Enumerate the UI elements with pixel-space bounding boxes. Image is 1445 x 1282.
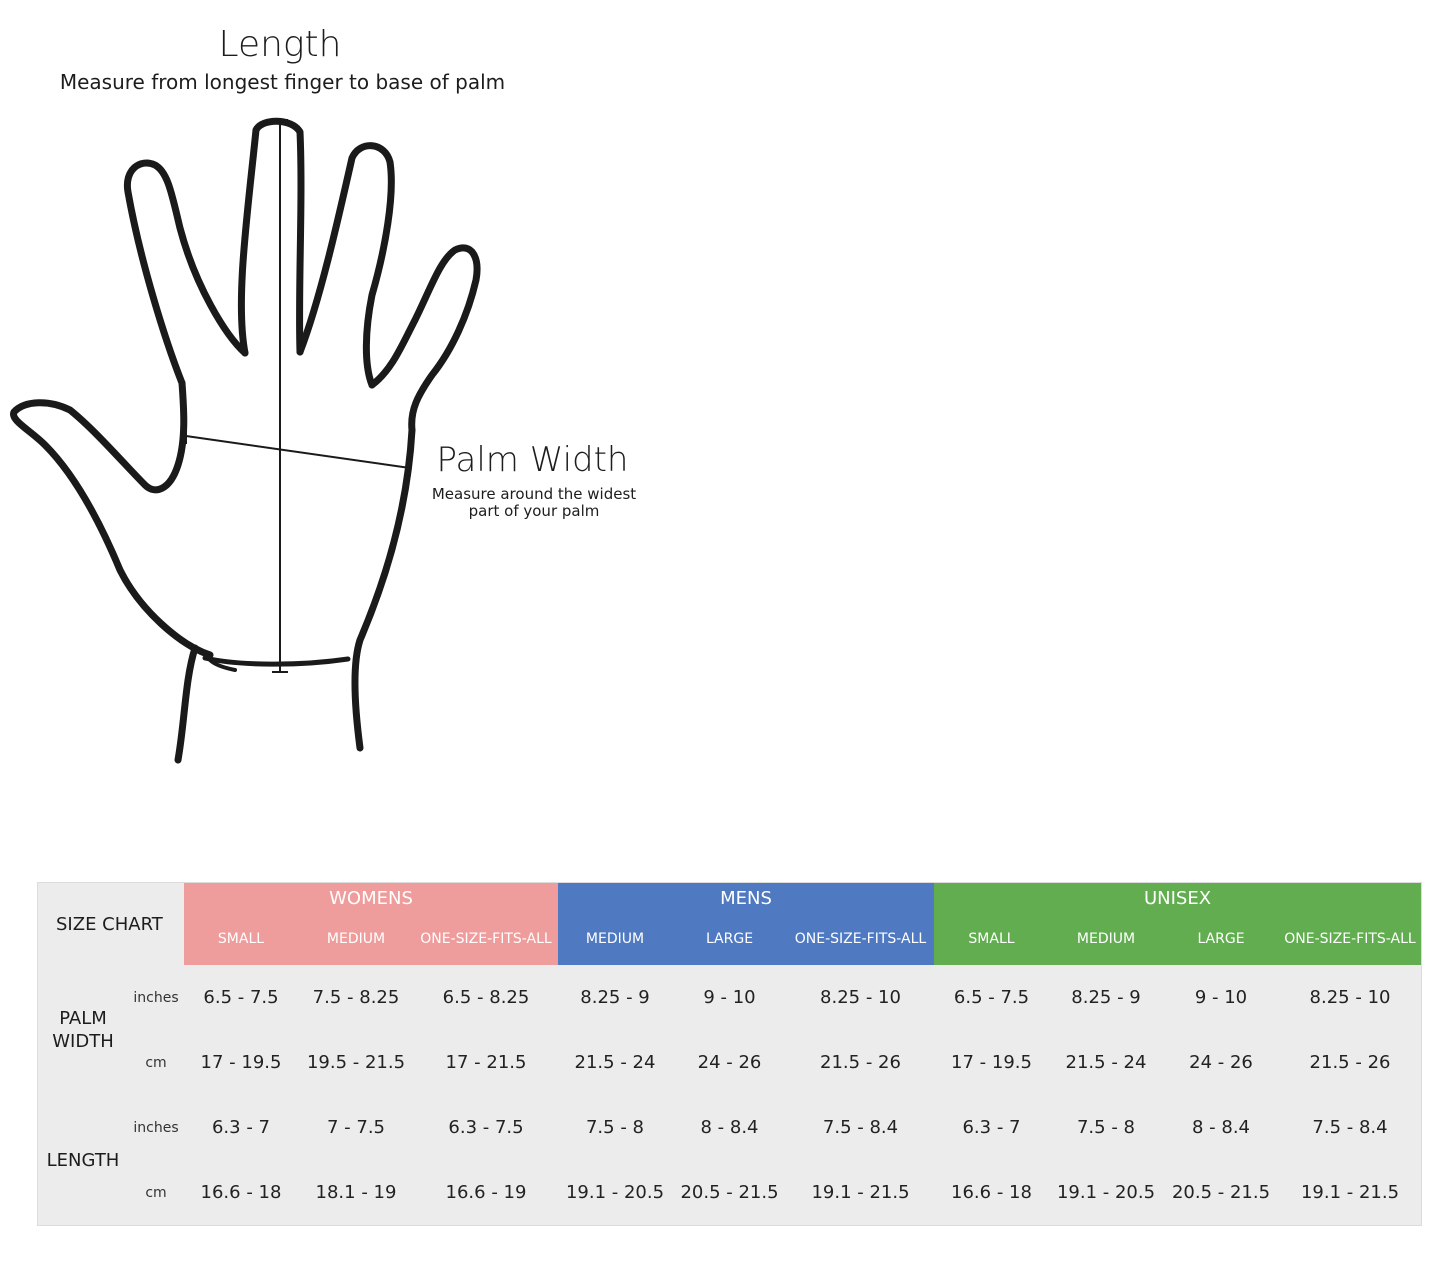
table-row: cm 16.6 - 18 18.1 - 19 16.6 - 19 19.1 - …: [38, 1160, 1421, 1225]
table-cell: 24 - 26: [1189, 1052, 1253, 1073]
unit-label: inches: [133, 1119, 179, 1136]
table-cell: 6.5 - 7.5: [203, 987, 279, 1008]
size-chart-table: SIZE CHART WOMENS MENS UNISEX SMALL MEDI…: [38, 883, 1422, 1225]
size-header: LARGE: [672, 913, 787, 965]
table-cell: 19.1 - 20.5: [565, 1182, 665, 1203]
table-cell: 9 - 10: [1194, 987, 1248, 1008]
table-cell: 19.1 - 21.5: [1300, 1182, 1400, 1203]
palm-width-title: Palm Width: [436, 440, 629, 480]
table-cell: 6.3 - 7: [211, 1117, 271, 1138]
size-header: MEDIUM: [558, 913, 672, 965]
table-cell: 8 - 8.4: [700, 1117, 759, 1138]
size-header: ONE-SIZE-FITS-ALL: [1279, 913, 1422, 965]
table-cell: 7.5 - 8.25: [312, 987, 400, 1008]
size-header: ONE-SIZE-FITS-ALL: [414, 913, 558, 965]
hand-outline-illustration: [10, 117, 481, 764]
row-label-length: LENGTH: [38, 1095, 128, 1225]
table-row: cm 17 - 19.5 19.5 - 21.5 17 - 21.5 21.5 …: [38, 1030, 1421, 1095]
table-cell: 21.5 - 26: [820, 1052, 901, 1073]
table-cell: 19.1 - 21.5: [811, 1182, 910, 1203]
table-cell: 17 - 19.5: [200, 1052, 282, 1073]
table-cell: 7.5 - 8.4: [1312, 1117, 1388, 1138]
table-cell: 21.5 - 26: [1309, 1052, 1391, 1073]
unit-label: cm: [145, 1054, 167, 1071]
table-cell: 19.5 - 21.5: [306, 1052, 406, 1073]
table-cell: 19.1 - 20.5: [1056, 1182, 1156, 1203]
size-header: SMALL: [934, 913, 1049, 965]
group-mens: MENS: [558, 883, 934, 913]
table-cell: 8.25 - 9: [580, 987, 650, 1008]
size-header: LARGE: [1163, 913, 1279, 965]
table-cell: 20.5 - 21.5: [1171, 1182, 1271, 1203]
table-cell: 7 - 7.5: [326, 1117, 386, 1138]
unit-label: inches: [133, 989, 179, 1006]
palm-width-instruction-line2: part of your palm: [468, 502, 600, 520]
table-cell: 17 - 21.5: [445, 1052, 527, 1073]
table-cell: 24 - 26: [697, 1052, 762, 1073]
length-instruction: Measure from longest finger to base of p…: [59, 70, 506, 94]
table-cell: 21.5 - 24: [1065, 1052, 1147, 1073]
palm-width-instruction-line1: Measure around the widest: [431, 485, 637, 503]
size-header: MEDIUM: [1049, 913, 1163, 965]
hand-measurement-diagram: Length Measure from longest finger to ba…: [0, 0, 700, 800]
table-cell: 18.1 - 19: [315, 1182, 397, 1203]
table-cell: 6.5 - 7.5: [953, 987, 1030, 1008]
group-womens: WOMENS: [184, 883, 558, 913]
table-cell: 6.3 - 7: [962, 1117, 1021, 1138]
table-cell: 8.25 - 9: [1071, 987, 1141, 1008]
row-label-line: PALM: [59, 1008, 107, 1029]
table-cell: 8.25 - 10: [820, 987, 901, 1008]
table-cell: 6.3 - 7.5: [448, 1117, 524, 1138]
size-chart: SIZE CHART WOMENS MENS UNISEX SMALL MEDI…: [38, 883, 1422, 1225]
table-row: LENGTH inches 6.3 - 7 7 - 7.5 6.3 - 7.5 …: [38, 1095, 1421, 1171]
table-cell: 21.5 - 24: [574, 1052, 656, 1073]
size-chart-label: SIZE CHART: [38, 883, 184, 965]
table-cell: 8.25 - 10: [1309, 987, 1391, 1008]
size-header: SMALL: [184, 913, 298, 965]
length-title: Length: [218, 24, 342, 65]
table-cell: 9 - 10: [703, 987, 756, 1008]
table-row: PALM WIDTH inches 6.5 - 7.5 7.5 - 8.25 6…: [38, 965, 1421, 1052]
table-cell: 16.6 - 18: [951, 1182, 1032, 1203]
row-label-line: LENGTH: [46, 1149, 120, 1171]
table-cell: 17 - 19.5: [951, 1052, 1032, 1073]
table-cell: 7.5 - 8: [1076, 1117, 1136, 1138]
table-cell: 16.6 - 18: [200, 1182, 282, 1203]
size-header: ONE-SIZE-FITS-ALL: [787, 913, 934, 965]
row-label-palm-width: PALM WIDTH: [38, 965, 128, 1095]
unit-label: cm: [145, 1184, 167, 1201]
table-cell: 7.5 - 8.4: [822, 1117, 899, 1138]
group-unisex: UNISEX: [934, 883, 1422, 913]
table-cell: 8 - 8.4: [1191, 1117, 1251, 1138]
row-label-line: WIDTH: [52, 1031, 114, 1052]
table-cell: 16.6 - 19: [445, 1182, 527, 1203]
table-cell: 20.5 - 21.5: [680, 1182, 779, 1203]
size-header: MEDIUM: [298, 913, 414, 965]
table-cell: 7.5 - 8: [585, 1117, 645, 1138]
table-cell: 6.5 - 8.25: [442, 987, 530, 1008]
palm-width-instruction: Measure around the widest part of your p…: [420, 486, 648, 520]
